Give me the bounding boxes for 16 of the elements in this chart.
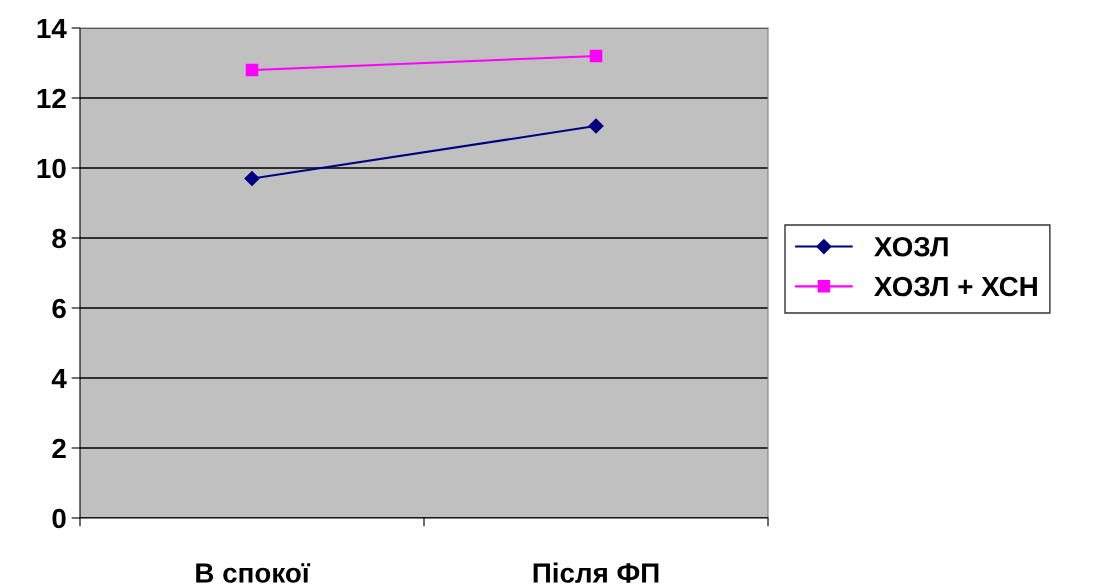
- point: [245, 63, 259, 77]
- y-tick-label: 8: [52, 228, 66, 249]
- y-tick-label: 0: [52, 508, 66, 529]
- y-tick-label: 10: [37, 158, 66, 179]
- y-tick-label: 2: [52, 438, 66, 459]
- x-tick-label: Після ФП: [533, 562, 659, 583]
- point: [244, 170, 260, 187]
- y-tick-label: 6: [52, 298, 66, 319]
- y-tick-label: 12: [37, 88, 66, 109]
- y-tick-label: 14: [37, 18, 67, 39]
- legend-label: ХОЗЛ: [874, 236, 948, 257]
- point: [589, 49, 603, 63]
- legend-label: ХОЗЛ + ХСН: [874, 276, 1037, 297]
- x-tick-label: В спокої: [196, 563, 311, 583]
- point: [588, 118, 604, 134]
- y-tick-label: 4: [51, 368, 67, 389]
